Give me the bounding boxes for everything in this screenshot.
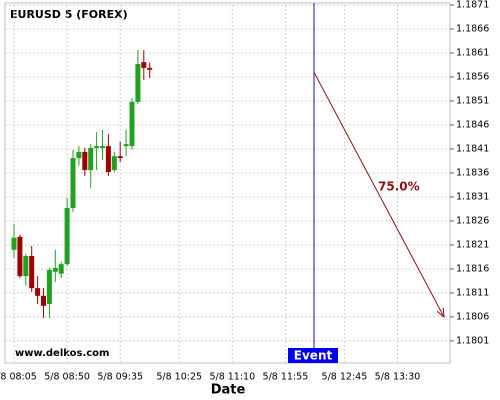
x-tick-label: 5/8 10:25 — [156, 372, 202, 383]
probability-label: 75.0% — [378, 180, 420, 194]
candle-body — [111, 156, 117, 171]
x-tick-label: 5/8 08:50 — [44, 372, 90, 383]
candle-body — [117, 156, 123, 159]
plot-area — [4, 2, 451, 364]
candle-body — [135, 64, 141, 102]
watermark: www.delkos.com — [15, 348, 109, 359]
candle-body — [88, 148, 94, 171]
y-tick-label: 1.1806 — [456, 311, 489, 322]
candle-body — [17, 236, 23, 277]
candle-body — [41, 295, 46, 306]
y-tick-label: 1.1836 — [456, 167, 489, 178]
y-tick-label: 1.1811 — [456, 287, 489, 298]
x-tick-label: 5/8 11:10 — [209, 372, 255, 383]
candle-body — [105, 146, 111, 173]
candle-body — [82, 151, 88, 171]
x-tick-label: 5/8 13:30 — [375, 372, 421, 383]
candle-body — [141, 62, 147, 68]
event-box — [288, 348, 338, 363]
y-tick-label: 1.1851 — [456, 95, 489, 106]
x-tick-label: 5/8 12:45 — [322, 372, 368, 383]
candle-body — [94, 146, 100, 149]
y-tick-label: 1.1871 — [456, 0, 489, 11]
y-tick-label: 1.1841 — [456, 143, 489, 154]
candle-body — [52, 267, 58, 272]
x-tick-label: 5/8 11:55 — [263, 372, 309, 383]
projection-arrow — [313, 71, 445, 318]
x-tick-label: 5/8 09:35 — [97, 372, 143, 383]
y-tick-label: 1.1831 — [456, 191, 489, 202]
candle-body — [64, 207, 70, 265]
candle-body — [123, 144, 129, 147]
x-tick-label: 5/8 08:05 — [0, 372, 37, 383]
candle-body — [147, 67, 153, 70]
candle-body — [70, 158, 76, 208]
y-tick-label: 1.1861 — [456, 47, 489, 58]
candle-body — [58, 264, 64, 274]
candle-body — [76, 151, 82, 159]
candle-body — [11, 237, 17, 250]
y-tick-label: 1.1866 — [456, 23, 489, 34]
candle-body — [23, 255, 29, 277]
x-axis-label: Date — [211, 383, 246, 398]
candle-body — [129, 101, 135, 147]
y-tick-label: 1.1816 — [456, 263, 489, 274]
chart-title: EURUSD 5 (FOREX) — [10, 8, 128, 21]
arrow-head — [436, 307, 445, 319]
candle-body — [100, 146, 105, 149]
y-tick-label: 1.1801 — [456, 335, 489, 346]
y-tick-label: 1.1846 — [456, 119, 489, 130]
y-tick-label: 1.1826 — [456, 215, 489, 226]
candle-body — [35, 288, 41, 296]
candle-body — [29, 255, 35, 289]
candle-body — [46, 269, 52, 304]
y-tick-label: 1.1856 — [456, 71, 489, 82]
y-tick-label: 1.1821 — [456, 239, 489, 250]
event-label: Event — [294, 349, 333, 363]
